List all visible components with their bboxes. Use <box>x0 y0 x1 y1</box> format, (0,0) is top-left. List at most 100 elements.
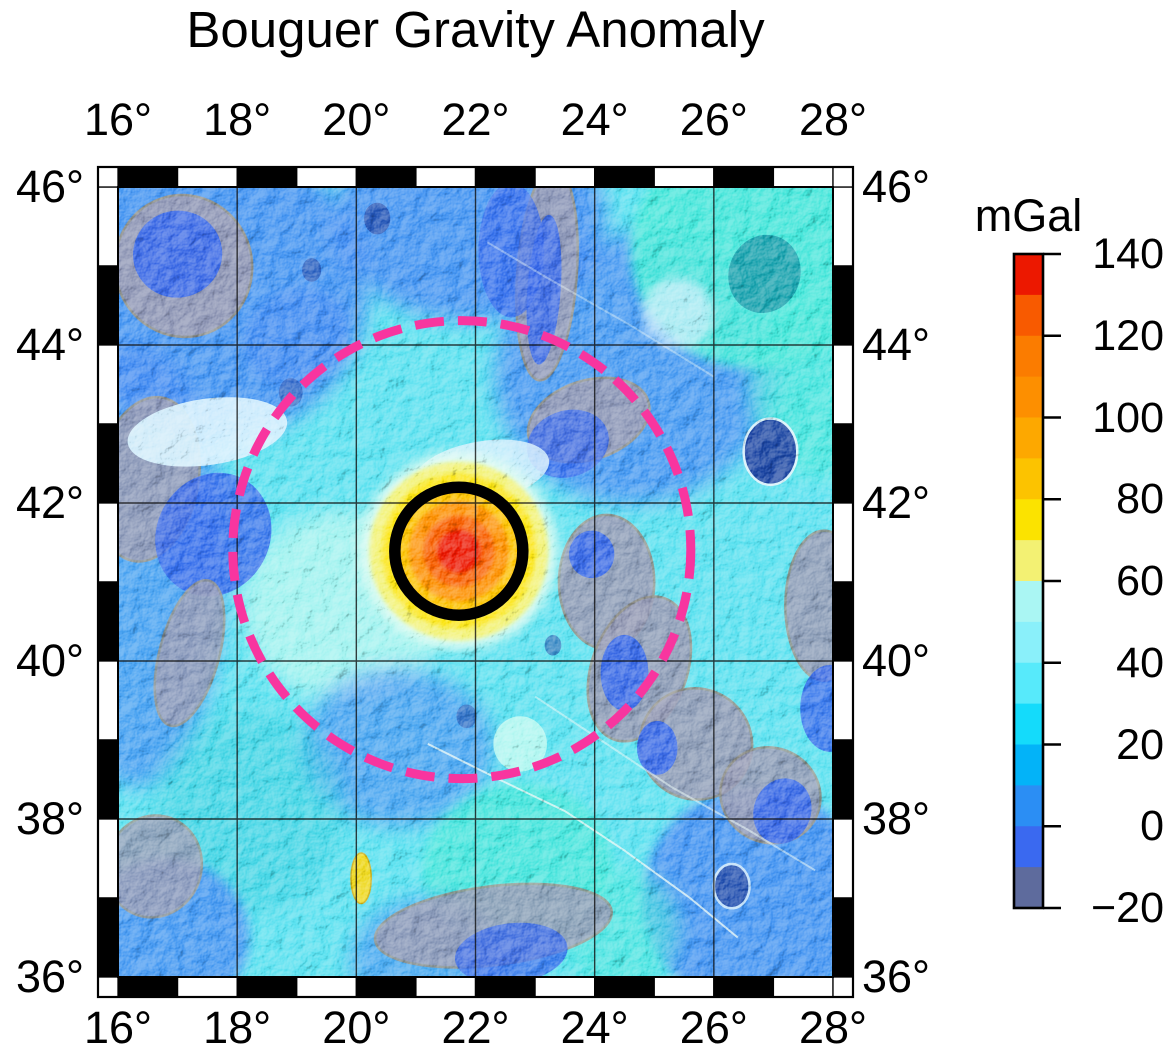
colorbar-band <box>1014 621 1043 664</box>
x-axis-tick-label-bottom: 28° <box>798 1002 868 1053</box>
frame-cell-left <box>97 818 119 899</box>
frame-corner <box>97 976 119 998</box>
colorbar-band <box>1014 703 1043 745</box>
frame-cell-bottom <box>594 976 655 998</box>
frame-cell-right <box>832 423 854 504</box>
y-axis-tick-label-right: 38° <box>862 793 931 844</box>
colorbar-band <box>1014 540 1043 582</box>
x-axis-tick-label-top: 20° <box>322 94 391 145</box>
frame-cell-left <box>97 581 119 662</box>
x-axis-tick-label-bottom: 24° <box>560 1002 629 1053</box>
x-axis-tick-label-top: 26° <box>679 94 748 145</box>
frame-corner <box>832 166 854 188</box>
frame-cell-right <box>832 818 854 899</box>
colorbar-band <box>1014 254 1043 296</box>
frame-outer-border <box>96 165 855 999</box>
frame-cell-right <box>832 581 854 662</box>
frame-cell-bottom <box>415 976 477 998</box>
frame-cell-bottom <box>534 976 596 998</box>
frame-cell-top <box>772 166 834 188</box>
frame-cell-top <box>236 166 298 188</box>
y-axis-tick-label-right: 44° <box>862 319 931 370</box>
frame-cell-left <box>97 660 119 741</box>
x-axis-tick-label-top: 16° <box>83 94 153 145</box>
frame-cell-bottom <box>355 976 417 998</box>
y-axis-tick-label-left: 38° <box>15 793 84 844</box>
y-axis-tick-label-right: 40° <box>862 635 931 686</box>
frame-cell-right <box>832 502 854 583</box>
colorbar-tick-label: −20 <box>1091 884 1164 932</box>
frame-corner <box>97 166 119 188</box>
frame-cell-top <box>534 166 596 188</box>
frame-cell-top <box>415 166 477 188</box>
colorbar-tick-label: 40 <box>1116 638 1164 687</box>
colorbar-tick-label: 20 <box>1116 720 1164 769</box>
colorbar <box>1012 252 1061 910</box>
frame-cell-left <box>97 423 119 504</box>
x-axis-tick-label-top: 18° <box>203 94 272 145</box>
frame-cell-left <box>97 502 119 583</box>
frame-inner-border <box>117 186 834 978</box>
frame-cell-top <box>474 166 536 188</box>
colorbar-band <box>1014 294 1043 337</box>
colorbar-band <box>1014 417 1043 459</box>
frame-cell-left <box>97 897 119 978</box>
colorbar-band <box>1014 581 1043 623</box>
y-axis-tick-label-right: 46° <box>862 161 931 212</box>
graticule-layer <box>118 187 833 977</box>
x-axis-tick-label-bottom: 16° <box>83 1002 153 1053</box>
frame-cell-top <box>176 166 238 188</box>
colorbar-tick-label: 0 <box>1140 802 1164 851</box>
colorbar-band <box>1014 662 1043 705</box>
colorbar-band <box>1014 867 1043 909</box>
frame-cell-bottom <box>176 976 238 998</box>
y-axis-tick-label-right: 36° <box>862 951 931 1002</box>
frame-cell-bottom <box>117 976 179 998</box>
frame-cell-bottom <box>772 976 834 998</box>
x-axis-tick-label-bottom: 18° <box>203 1002 272 1053</box>
frame-cell-top <box>713 166 775 188</box>
x-axis-tick-label-top: 24° <box>560 94 629 145</box>
y-axis-tick-label-left: 36° <box>15 951 84 1002</box>
solid-black-circle <box>389 481 529 621</box>
frame-cell-bottom <box>296 976 357 998</box>
frame-cell-right <box>832 186 854 267</box>
frame-cell-right <box>832 344 854 425</box>
y-axis-tick-label-left: 44° <box>15 319 84 370</box>
frame-cell-right <box>832 897 854 978</box>
frame-cell-left <box>97 344 119 425</box>
dashed-magenta-circle <box>228 316 696 784</box>
colorbar-band <box>1014 785 1043 827</box>
frame-cell-bottom <box>474 976 536 998</box>
y-axis-tick-label-left: 42° <box>15 477 84 528</box>
frame-cell-top <box>594 166 655 188</box>
figure-title: Bouguer Gravity Anomaly <box>186 1 765 58</box>
colorbar-band <box>1014 499 1043 541</box>
frame-cell-bottom <box>653 976 715 998</box>
y-axis-tick-label-left: 46° <box>15 161 84 212</box>
colorbar-unit-label: mGal <box>974 190 1083 241</box>
x-axis-tick-label-bottom: 26° <box>679 1002 748 1053</box>
colorbar-tick-label: 80 <box>1116 475 1164 524</box>
colorbar-band <box>1014 458 1043 500</box>
colorbar-tick-label: 100 <box>1092 393 1164 442</box>
colorbar-band <box>1014 376 1043 418</box>
frame-cell-left <box>97 265 119 346</box>
map-frame-checker <box>96 165 855 999</box>
colorbar-band <box>1014 744 1043 786</box>
colorbar-tick-label: 60 <box>1116 557 1164 605</box>
colorbar-tick-label: 120 <box>1092 311 1164 360</box>
y-axis-tick-label-left: 40° <box>15 635 84 686</box>
x-axis-tick-label-bottom: 20° <box>322 1002 391 1053</box>
frame-cell-top <box>355 166 417 188</box>
frame-cell-bottom <box>236 976 298 998</box>
frame-cell-left <box>97 186 119 267</box>
map-panel <box>118 187 833 977</box>
frame-cell-bottom <box>713 976 775 998</box>
colorbar-tick-label: 140 <box>1092 230 1164 278</box>
frame-cell-right <box>832 265 854 346</box>
x-axis-tick-label-bottom: 22° <box>441 1002 510 1053</box>
frame-cell-top <box>117 166 179 188</box>
